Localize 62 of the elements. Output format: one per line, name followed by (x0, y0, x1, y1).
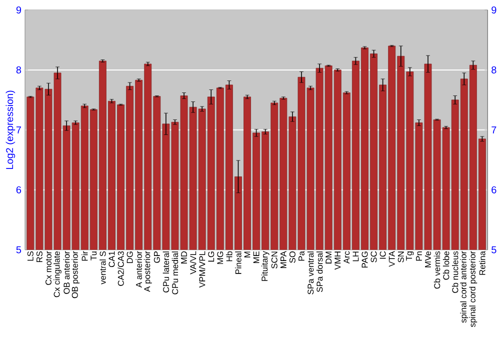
x-tick-label: GP (154, 252, 160, 263)
y2-tick-label: 6 (492, 186, 496, 194)
x-tick-label: ME (253, 252, 260, 264)
y2-tick-label: 8 (492, 66, 496, 74)
y2-tick-label: 9 (492, 6, 496, 14)
x-tick-label: CPu medial (172, 252, 178, 294)
x-tick-label: CA1 (108, 252, 115, 268)
x-tick-label: RS (36, 252, 42, 262)
x-tick-label: SPa ventral (307, 252, 314, 294)
x-tick-label: SN (398, 252, 404, 262)
x-tick-label: IC (380, 251, 386, 259)
x-tick-label: SPa dorsal (316, 252, 323, 292)
x-tick-label: MVe (425, 252, 431, 268)
x-tick-label: Pir (82, 251, 88, 261)
x-tick-label: Pa (298, 251, 304, 261)
y-axis-title: Log2 (expression) (6, 90, 16, 170)
x-tick-label: Cb nucleus (452, 251, 458, 294)
x-tick-label: SCN (271, 252, 278, 269)
x-tick-label: Cx motor (45, 251, 52, 286)
x-tick-label: A anterior (136, 251, 142, 288)
x-tick-label: VMH (334, 252, 341, 270)
x-tick-label: Hb (226, 251, 232, 262)
x-tick-label: Pn (416, 252, 422, 261)
y-tick-label: 5 (16, 246, 22, 254)
x-tick-label: Tg (406, 252, 414, 261)
x-tick-label: SC (370, 251, 377, 262)
x-tick-label: VPM/VPL (198, 251, 206, 288)
x-tick-label: DG (126, 252, 133, 264)
x-tick-label: LG (208, 252, 214, 262)
x-tick-label: A posterior (144, 251, 152, 292)
x-tick-label: Pineal (235, 252, 242, 274)
x-tick-label: OB posterior (72, 251, 80, 298)
y-tick-label: 7 (16, 126, 21, 134)
x-tick-label: Arc (344, 251, 350, 264)
y-tick-label: 8 (16, 66, 22, 74)
x-tick-label: SO (289, 252, 296, 263)
x-tick-label: MD (181, 252, 187, 264)
x-tick-label: LH (352, 252, 359, 262)
x-tick-label: spinal cord anterior (460, 251, 468, 323)
x-tick-label: CPu lateral (162, 252, 170, 293)
x-tick-label: Cb lobe (442, 252, 450, 280)
x-tick-label: VA/VL (190, 251, 196, 274)
y2-tick-label: 7 (492, 126, 496, 134)
x-tick-label: OB anterior (63, 251, 70, 294)
x-tick-label: Tu (90, 252, 97, 261)
y2-tick-label: 5 (492, 246, 496, 254)
x-tick-label: Retina (479, 251, 486, 275)
y-tick-label: 9 (16, 6, 22, 14)
x-tick-label: MG (217, 252, 224, 264)
x-tick-label: ventral S (100, 252, 106, 284)
y-tick-label: 6 (16, 186, 22, 194)
x-tick-label: Pituitary (261, 251, 270, 282)
x-tick-label: VTA (388, 251, 395, 267)
x-tick-label: LS (27, 252, 34, 261)
x-tick-label: PAG (362, 252, 368, 268)
x-tick-label: Cx cingulate (54, 252, 62, 298)
x-tick-label: spinal cord posterior (469, 251, 478, 328)
x-tick-label: MPA (280, 251, 286, 268)
x-tick-label: Cb vermis (434, 251, 440, 289)
x-tick-label: M (244, 252, 250, 258)
x-tick-label: DM (326, 252, 332, 264)
x-tick-label: CA2/CA3 (118, 252, 124, 286)
